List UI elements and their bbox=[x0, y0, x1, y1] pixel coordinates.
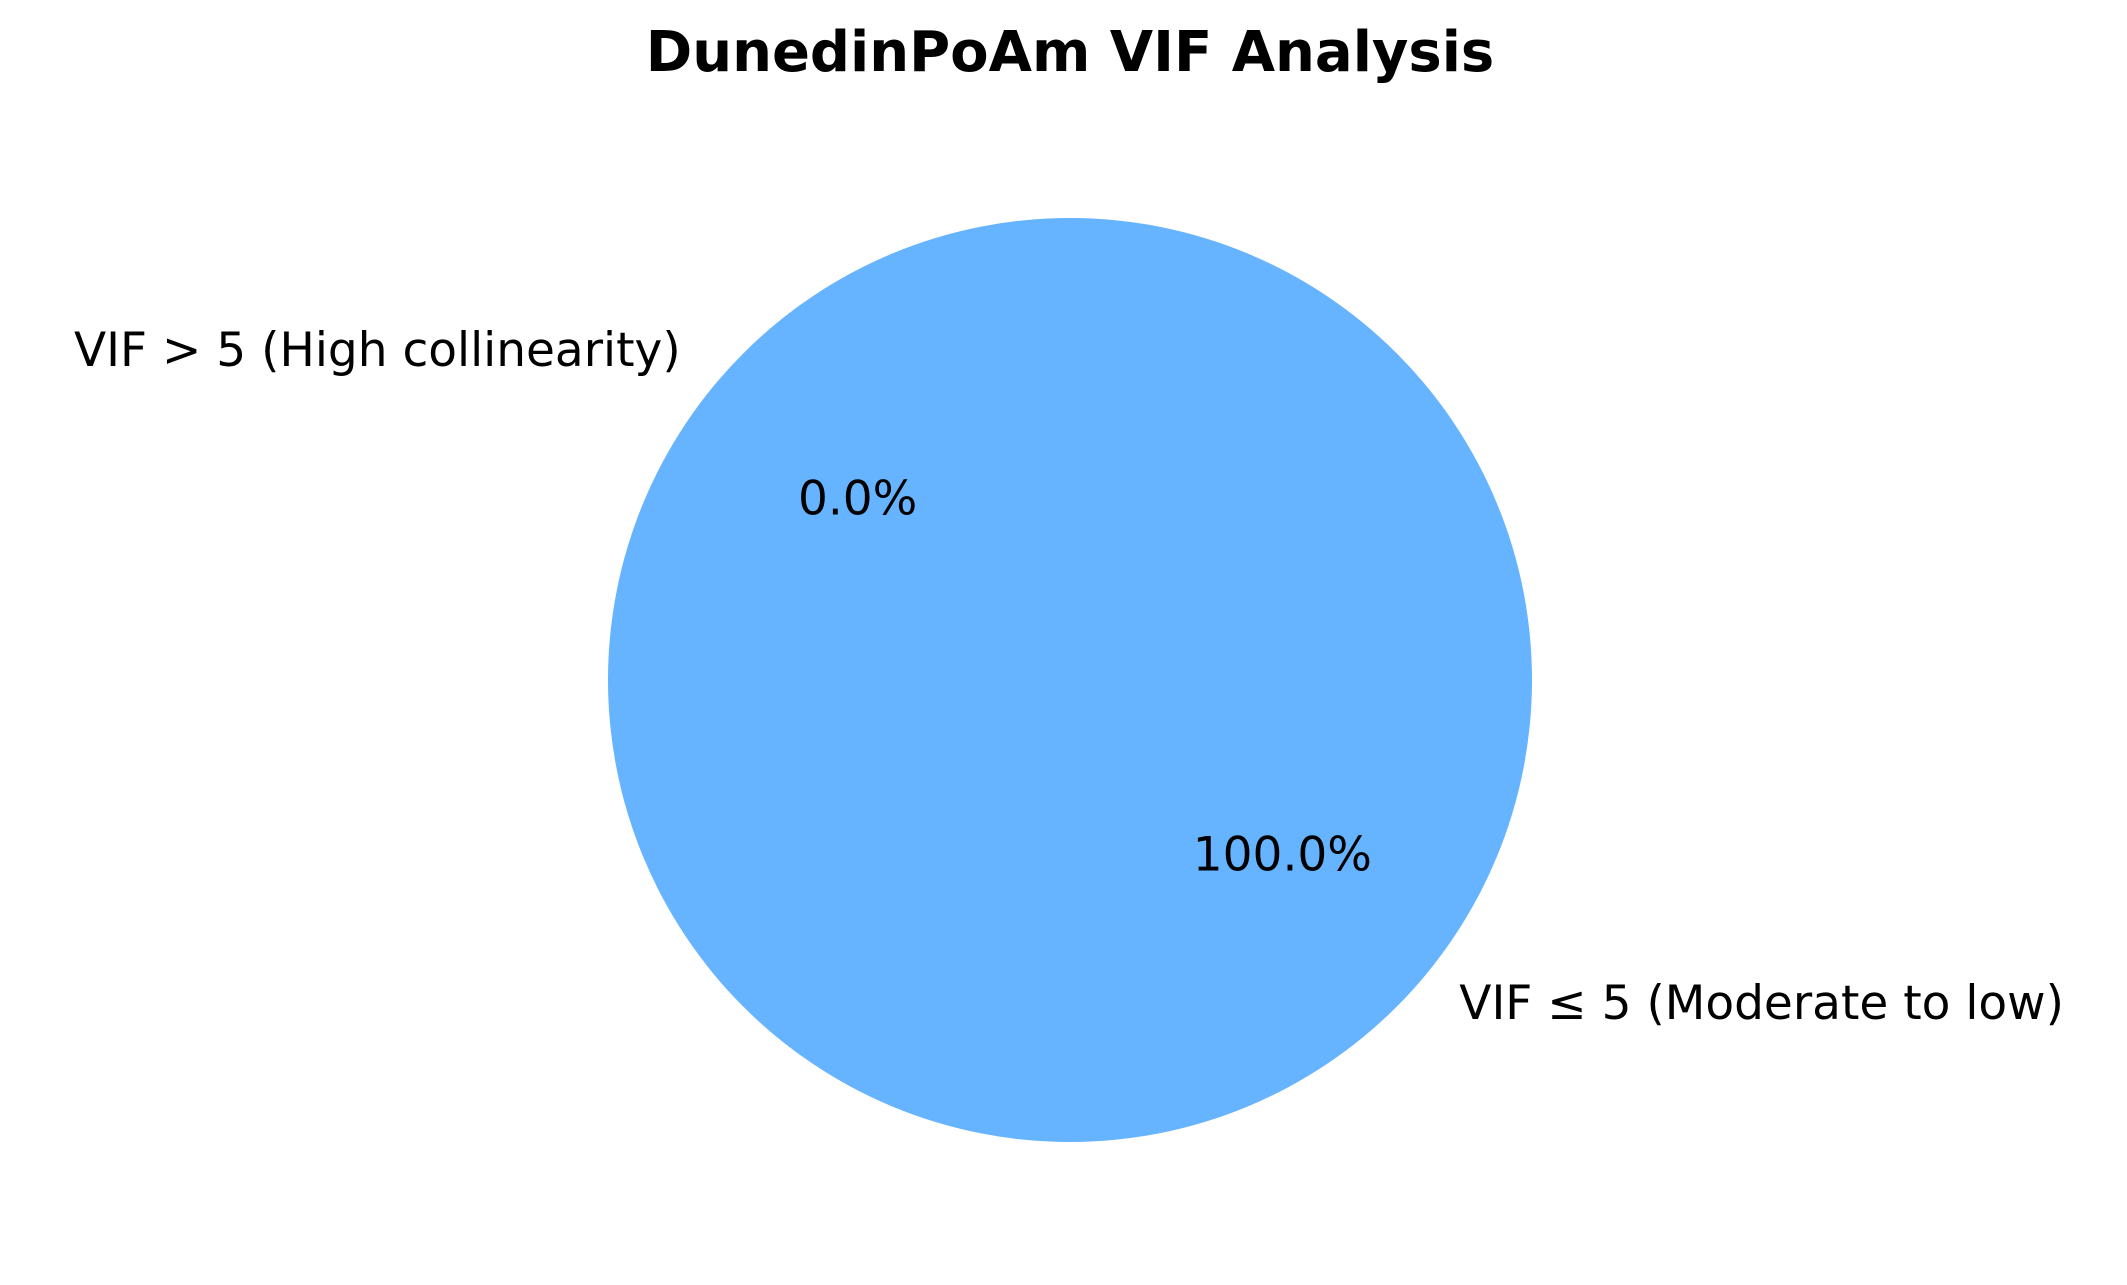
pie-labels: VIF > 5 (High collinearity) 0.0% VIF ≤ 5 (… bbox=[74, 323, 2064, 1031]
pie-slices bbox=[608, 218, 1532, 1142]
slice-label: VIF ≤ 5 (Moderate to low) bbox=[1459, 976, 2064, 1031]
slice-percent-label: 100.0% bbox=[1193, 828, 1372, 883]
chart-title: DunedinPoAm VIF Analysis bbox=[646, 20, 1495, 85]
pie-slice bbox=[608, 218, 1532, 1142]
slice-percent-label: 0.0% bbox=[798, 471, 917, 526]
slice-label: VIF > 5 (High collinearity) bbox=[74, 323, 681, 378]
